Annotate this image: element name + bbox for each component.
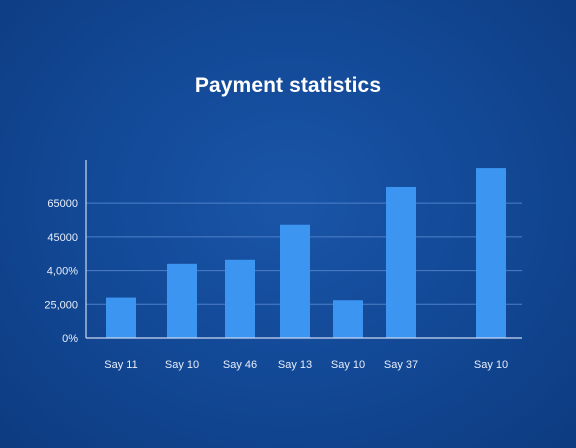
y-tick-label: 25,000 xyxy=(44,299,78,311)
x-tick-label: Say 11 xyxy=(104,359,137,371)
x-tick-label: Say 10 xyxy=(331,359,365,371)
y-tick-label: 4,00% xyxy=(47,266,78,278)
bar xyxy=(280,224,310,338)
bars xyxy=(106,168,506,338)
bar xyxy=(333,300,363,338)
y-tick-label: 65000 xyxy=(47,198,78,210)
x-tick-label: Say 10 xyxy=(474,359,508,371)
y-tick-labels: 0% 25,000 4,00% 45000 65000 xyxy=(44,198,78,345)
x-tick-label: Say 37 xyxy=(384,359,418,371)
x-tick-label: Say 13 xyxy=(278,359,312,371)
chart-title: Payment statistics xyxy=(194,74,382,97)
bar xyxy=(225,259,255,338)
bar xyxy=(106,297,136,338)
bar xyxy=(476,168,506,338)
x-tick-label: Say 46 xyxy=(223,359,257,371)
y-tick-label: 45000 xyxy=(47,232,78,244)
bar xyxy=(167,263,197,338)
bar xyxy=(386,186,416,338)
x-tick-label: Say 10 xyxy=(165,359,199,371)
x-tick-labels: Say 11 Say 10 Say 46 Say 13 Say 10 Say 37 Say … xyxy=(104,359,508,371)
y-tick-label: 0% xyxy=(62,333,78,345)
